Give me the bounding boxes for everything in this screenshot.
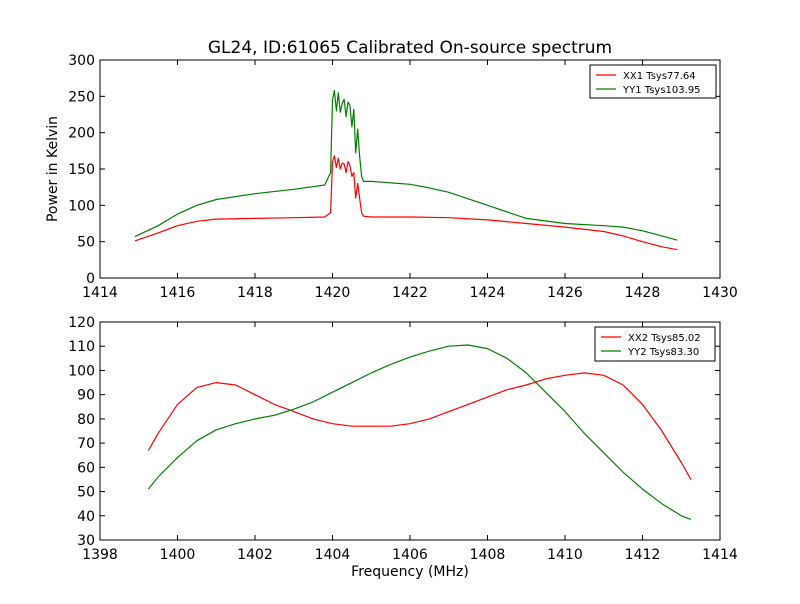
legend: XX2 Tsys85.02 YY2 Tsys83.30 [594, 326, 716, 362]
x-tick-label: 1420 [315, 285, 351, 301]
y-tick-label: 30 [77, 533, 95, 549]
y-tick-label: 70 [77, 436, 95, 452]
y-tick-label: 80 [77, 412, 95, 428]
x-tick-label: 1418 [237, 285, 273, 301]
y-tick-label: 120 [68, 315, 95, 331]
x-axis-label: Frequency (MHz) [351, 564, 469, 580]
x-tick-label: 1400 [160, 547, 196, 563]
legend-box [594, 326, 716, 362]
y-tick-label: 110 [68, 339, 95, 355]
series-line-2 [134, 89, 678, 241]
y-tick-label: 200 [68, 126, 95, 142]
x-tick-label: 1402 [237, 547, 273, 563]
x-tick-label: 1416 [160, 285, 196, 301]
x-tick-label: 1410 [547, 547, 583, 563]
y-tick-label: 300 [68, 53, 95, 69]
y-tick-label: 0 [86, 271, 95, 287]
y-tick-label: 150 [68, 162, 95, 178]
legend-label: XX1 Tsys77.64 [623, 71, 696, 82]
x-tick-label: 1404 [315, 547, 351, 563]
x-tick-label: 1414 [82, 285, 118, 301]
x-tick-label: 1398 [82, 547, 118, 563]
figure-title: GL24, ID:61065 Calibrated On-source spec… [208, 38, 612, 58]
y-tick-label: 60 [77, 460, 95, 476]
x-tick-label: 1422 [392, 285, 428, 301]
legend-label: XX2 Tsys85.02 [628, 333, 701, 344]
x-tick-label: 1406 [392, 547, 428, 563]
x-tick-label: 1428 [625, 285, 661, 301]
y-tick-label: 100 [68, 198, 95, 214]
x-tick-label: 1426 [547, 285, 583, 301]
y-tick-label: 50 [77, 235, 95, 251]
bottom-plot: 1398 1400 1402 1404 1406 1408 1410 1412 1414 30 40… [68, 315, 738, 580]
legend: XX1 Tsys77.64 YY1 Tsys103.95 [589, 64, 717, 99]
x-tick-label: 1412 [625, 547, 661, 563]
legend-label: YY2 Tsys83.30 [627, 347, 699, 358]
y-tick-label: 40 [77, 509, 95, 525]
y-tick-label: 90 [77, 388, 95, 404]
x-tick-label: 1424 [470, 285, 506, 301]
y-tick-label: 50 [77, 485, 95, 501]
top-plot: 1414 1416 1418 1420 1422 1424 1426 1428 1430 0 50 1… [45, 53, 738, 301]
legend-box [589, 64, 717, 99]
y-tick-label: 100 [68, 363, 95, 379]
x-tick-label: 1430 [702, 285, 738, 301]
series-line-1 [147, 372, 692, 480]
legend-label: YY1 Tsys103.95 [622, 85, 701, 96]
y-axis-label: Power in Kelvin [45, 116, 61, 222]
x-tick-label: 1408 [470, 547, 506, 563]
series-line-1 [134, 155, 678, 251]
x-tick-label: 1414 [702, 547, 738, 563]
series-line-2 [147, 344, 692, 520]
y-tick-label: 250 [68, 89, 95, 105]
